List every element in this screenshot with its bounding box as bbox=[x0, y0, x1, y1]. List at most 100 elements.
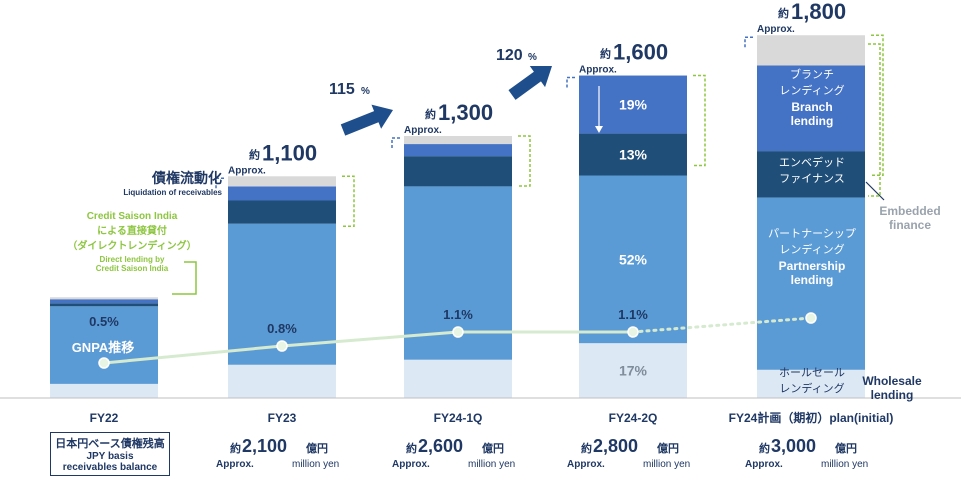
jpy-header-box: 日本円ベース債権残高 JPY basis receivables balance bbox=[50, 432, 170, 476]
gnpa-point bbox=[627, 326, 639, 338]
bar-segment bbox=[228, 176, 336, 187]
gnpa-point bbox=[276, 340, 288, 352]
dashed-corner-marker bbox=[391, 137, 400, 148]
direct-jp3: （ダイレクトレンディング） bbox=[67, 241, 197, 252]
total-prefix: 約 bbox=[425, 107, 436, 121]
bar-segment bbox=[757, 197, 865, 370]
direct-en1: Direct lending by bbox=[99, 255, 165, 264]
gnpa-line-segment bbox=[281, 330, 459, 348]
gnpa-title: GNPA推移 bbox=[72, 340, 135, 355]
plan-wholesale-jp1: ホールセール bbox=[779, 367, 845, 379]
bar-segment bbox=[50, 297, 158, 300]
jpy-approx: Approx. bbox=[216, 459, 254, 470]
green-dashed-bracket bbox=[342, 175, 355, 228]
total-approx: Approx. bbox=[757, 24, 795, 35]
embedded-en2: finance bbox=[888, 218, 931, 232]
jpy-unit: 億円 bbox=[835, 441, 857, 455]
plan-wholesale-en2: lending bbox=[870, 388, 914, 402]
jpy-prefix: 約 bbox=[759, 441, 770, 455]
total-prefix: 約 bbox=[778, 6, 789, 20]
jpy-million: million yen bbox=[468, 459, 515, 470]
gnpa-value-label: 0.8% bbox=[267, 321, 297, 336]
bar-segment bbox=[50, 303, 158, 307]
plan-partner-en2: lending bbox=[790, 273, 834, 287]
jpy-million: million yen bbox=[292, 459, 339, 470]
bar-segment bbox=[579, 175, 687, 344]
bar-segment bbox=[50, 383, 158, 398]
embedded-connector bbox=[865, 181, 885, 201]
green-bracket-fy22 bbox=[172, 261, 197, 295]
growth-arrow-2 bbox=[508, 66, 552, 100]
jpy-million: million yen bbox=[821, 459, 868, 470]
total-approx: Approx. bbox=[228, 165, 266, 176]
bar-segment bbox=[228, 186, 336, 201]
plan-embedded-jp1: エンベデッド bbox=[779, 157, 845, 169]
total-prefix: 約 bbox=[249, 147, 260, 161]
internal-arrow-head bbox=[595, 126, 603, 133]
growth-label-2: 120 bbox=[496, 47, 523, 64]
green-dashed-bracket bbox=[871, 34, 884, 176]
plan-embedded-label: エンベデッド ファイナンス bbox=[758, 154, 866, 186]
dashed-corner-marker bbox=[215, 177, 224, 189]
direct-jp2: による直接貸付 bbox=[97, 226, 167, 237]
plan-branch-jp2: レンディング bbox=[779, 85, 845, 97]
jpy-prefix: 約 bbox=[230, 441, 241, 455]
plan-branch-label: ブランチ レンディング Branch lending bbox=[758, 66, 866, 128]
plan-partner-en1: Partnership bbox=[778, 259, 846, 273]
growth-unit-1: % bbox=[361, 86, 370, 97]
green-dashed-bracket bbox=[518, 135, 531, 187]
total-value: 1,800 bbox=[791, 0, 846, 24]
brackets-layer bbox=[172, 34, 885, 295]
jpy-value: 2,600 bbox=[418, 436, 463, 456]
bar-segment bbox=[404, 144, 512, 157]
direct-en2: Credit Saison India bbox=[95, 264, 169, 273]
plan-wholesale-label: ホールセール レンディング bbox=[758, 364, 866, 396]
bar-segment bbox=[404, 156, 512, 187]
category-label: FY24-1Q bbox=[434, 411, 483, 425]
liquidation-en: Liquidation of receivables bbox=[123, 188, 222, 197]
bar-segment bbox=[50, 299, 158, 304]
embedded-en1: Embedded bbox=[879, 204, 941, 218]
plan-wholesale-en: Wholesale lending bbox=[852, 374, 932, 402]
gnpa-value-label: 1.1% bbox=[443, 307, 473, 322]
jpy-unit: 億円 bbox=[306, 441, 328, 455]
bar-segment bbox=[579, 75, 687, 134]
jpy-prefix: 約 bbox=[581, 441, 592, 455]
jpy-unit: 億円 bbox=[657, 441, 679, 455]
direct-lending-annotation: Credit Saison India による直接貸付 （ダイレクトレンディング… bbox=[62, 211, 202, 273]
segment-percent-label: 13% bbox=[619, 147, 648, 163]
segment-percent-label: 19% bbox=[619, 97, 648, 113]
gnpa-point bbox=[452, 326, 464, 338]
plan-embedded-jp2: ファイナンス bbox=[779, 173, 845, 185]
growth-label-1: 115 bbox=[329, 81, 355, 98]
dashed-corner-marker bbox=[566, 76, 575, 88]
gnpa-point bbox=[805, 312, 817, 324]
jpy-approx: Approx. bbox=[745, 459, 783, 470]
category-label: FY24-2Q bbox=[609, 411, 658, 425]
growth-arrow-1 bbox=[340, 104, 393, 136]
plan-partner-jp2: レンディング bbox=[779, 244, 845, 256]
segment-percent-label: 17% bbox=[619, 363, 648, 379]
liquidation-annotation: 債権流動化 Liquidation of receivables bbox=[112, 168, 222, 197]
bar-segment bbox=[228, 364, 336, 398]
jpy-header-jp: 日本円ベース債権残高 bbox=[55, 438, 165, 450]
jpy-value: 2,800 bbox=[593, 436, 638, 456]
bar-segment bbox=[579, 133, 687, 176]
total-value: 1,100 bbox=[262, 140, 317, 165]
dashed-corner-marker bbox=[744, 36, 753, 48]
bar-segment bbox=[579, 343, 687, 398]
plan-partner-jp1: パートナーシップ bbox=[768, 228, 856, 240]
plan-branch-en1: Branch bbox=[791, 100, 833, 114]
plan-wholesale-en1: Wholesale bbox=[862, 374, 922, 388]
category-label: FY22 bbox=[90, 411, 119, 425]
bar-segment bbox=[757, 151, 865, 198]
bar-segment bbox=[757, 369, 865, 398]
gnpa-value-label: 1.1% bbox=[618, 307, 648, 322]
gnpa-layer: 0.5% 0.8% 1.1% 1.1% GNPA推移 bbox=[72, 307, 817, 369]
bar-segment bbox=[404, 136, 512, 145]
jpy-value: 2,100 bbox=[242, 436, 287, 456]
gnpa-line-dotted bbox=[631, 316, 813, 334]
total-value: 1,300 bbox=[438, 100, 493, 125]
jpy-header-en1: JPY basis bbox=[86, 451, 134, 462]
